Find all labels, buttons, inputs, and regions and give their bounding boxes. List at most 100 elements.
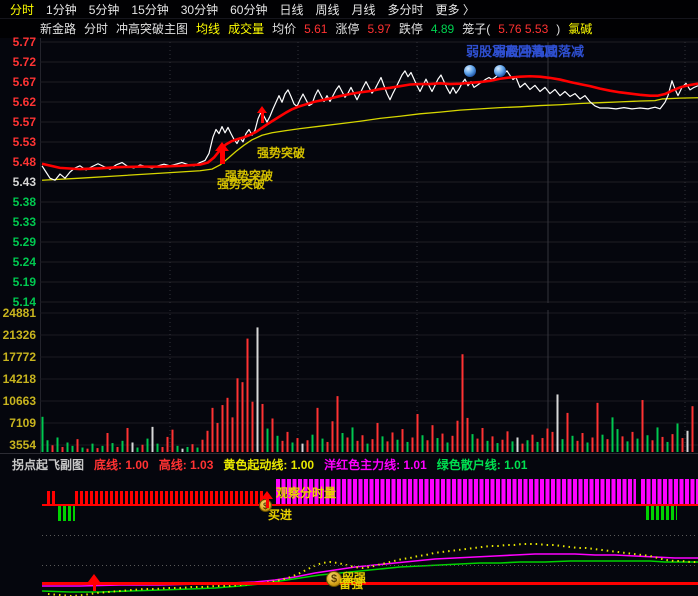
menu-item-多分时[interactable]: 多分时 — [387, 2, 424, 17]
volume-bar — [366, 443, 369, 452]
info-segment: 均线 — [196, 22, 221, 36]
volume-bar — [101, 445, 104, 452]
menu-item-5分钟[interactable]: 5分钟 — [88, 2, 120, 17]
weak-stock-note-2: 弱股冲高回落减 — [493, 44, 585, 59]
price-axis-label: 5.14 — [12, 295, 36, 309]
volume-bar — [601, 434, 604, 452]
buy-arrow-icon — [88, 574, 100, 591]
menu-item-月线[interactable]: 月线 — [351, 2, 376, 17]
volume-bar — [296, 438, 299, 452]
info-segment: 5.97 — [367, 21, 391, 36]
menu-item-更多 〉[interactable]: 更多 〉 — [435, 2, 475, 17]
info-segment: 5.61 — [304, 21, 328, 36]
volume-bar — [86, 448, 89, 452]
volume-bar — [446, 442, 449, 452]
signal-sphere-icon — [494, 65, 506, 77]
menu-item-1分钟[interactable]: 1分钟 — [46, 2, 77, 17]
volume-bar — [151, 426, 154, 452]
buy-arrow-icon — [261, 491, 273, 508]
volume-bar — [661, 436, 664, 452]
info-segment: 4.89 — [430, 21, 455, 36]
volume-bar — [461, 354, 464, 452]
volume-bar — [541, 438, 544, 452]
volume-bar — [536, 441, 539, 452]
volume-bar — [191, 444, 194, 452]
volume-bar — [331, 421, 334, 452]
volume-bar — [66, 442, 69, 452]
buy-arrow-icon — [257, 106, 267, 123]
green-signal-band — [58, 506, 75, 521]
volume-bar — [491, 436, 494, 452]
volume-bar — [481, 427, 484, 452]
menu-item-日线[interactable]: 日线 — [279, 2, 304, 17]
menu-item-15分钟[interactable]: 15分钟 — [131, 2, 169, 17]
volume-bar — [606, 439, 609, 452]
buy-arrow-icon — [215, 142, 229, 164]
info-segment: ) — [556, 21, 561, 36]
volume-bar — [106, 433, 109, 452]
volume-bar — [356, 440, 359, 452]
volume-bar — [341, 433, 344, 452]
magenta-volume-band — [276, 479, 636, 504]
stay-strong-label-1: 留强 — [342, 571, 367, 585]
price-axis-label: 5.38 — [12, 195, 36, 209]
signal-sphere-icon — [464, 65, 476, 77]
info-segment: 笼子( — [462, 22, 491, 36]
volume-bar — [96, 448, 99, 452]
volume-bar — [616, 429, 619, 452]
menu-item-60分钟[interactable]: 60分钟 — [230, 2, 268, 17]
volume-bar — [231, 417, 234, 452]
volume-bar — [161, 446, 164, 452]
volume-bar — [301, 443, 304, 452]
volume-bar — [326, 441, 329, 452]
volume-bar — [596, 402, 599, 452]
volume-bar — [51, 445, 54, 452]
volume-bar — [401, 429, 404, 452]
volume-bar — [241, 382, 244, 452]
volume-bar — [306, 440, 309, 452]
volume-bar — [626, 441, 629, 452]
volume-bar — [171, 429, 174, 452]
volume-bar — [546, 428, 549, 452]
volume-bar — [646, 435, 649, 452]
volume-bar — [361, 435, 364, 452]
volume-bar — [156, 443, 159, 452]
volume-bar — [41, 416, 44, 452]
volume-axis-label: 14218 — [2, 372, 36, 386]
menu-item-分时[interactable]: 分时 — [10, 2, 35, 17]
volume-bar — [566, 412, 569, 452]
info-segment: 均价 — [272, 22, 297, 36]
volume-bar — [506, 431, 509, 452]
price-axis-label: 5.62 — [12, 95, 36, 109]
volume-bar — [276, 435, 279, 452]
volume-bar — [511, 441, 514, 452]
volume-bar — [141, 444, 144, 452]
volume-bar — [76, 439, 79, 452]
volume-bar — [211, 407, 214, 452]
volume-bar — [316, 407, 319, 452]
volume-bar — [396, 439, 399, 452]
volume-bar — [166, 436, 169, 452]
volume-bar — [291, 442, 294, 452]
volume-bar — [531, 434, 534, 452]
indicator-header-segment: 黄色起动线: 1.00 — [223, 457, 315, 472]
volume-bar — [451, 435, 454, 452]
volume-bar — [441, 433, 444, 452]
menu-item-30分钟[interactable]: 30分钟 — [180, 2, 219, 17]
volume-bar — [551, 431, 554, 452]
volume-axis-label: 7109 — [9, 416, 36, 430]
price-axis-label: 5.24 — [12, 255, 36, 269]
volume-bar — [636, 438, 639, 452]
price-axis-label: 5.57 — [12, 115, 36, 129]
bottom-gridline — [42, 535, 698, 536]
menu-item-周线[interactable]: 周线 — [315, 2, 340, 17]
volume-bar — [456, 420, 459, 452]
info-segment: 5.76 5.53 — [498, 21, 549, 36]
breakout-label-3: 强势突破 — [217, 177, 266, 191]
volume-bar — [261, 403, 264, 452]
volume-bar — [136, 447, 139, 452]
volume-bar — [61, 446, 64, 452]
indicator-header-segment: 高线: 1.03 — [158, 457, 214, 472]
volume-bar — [516, 437, 519, 452]
